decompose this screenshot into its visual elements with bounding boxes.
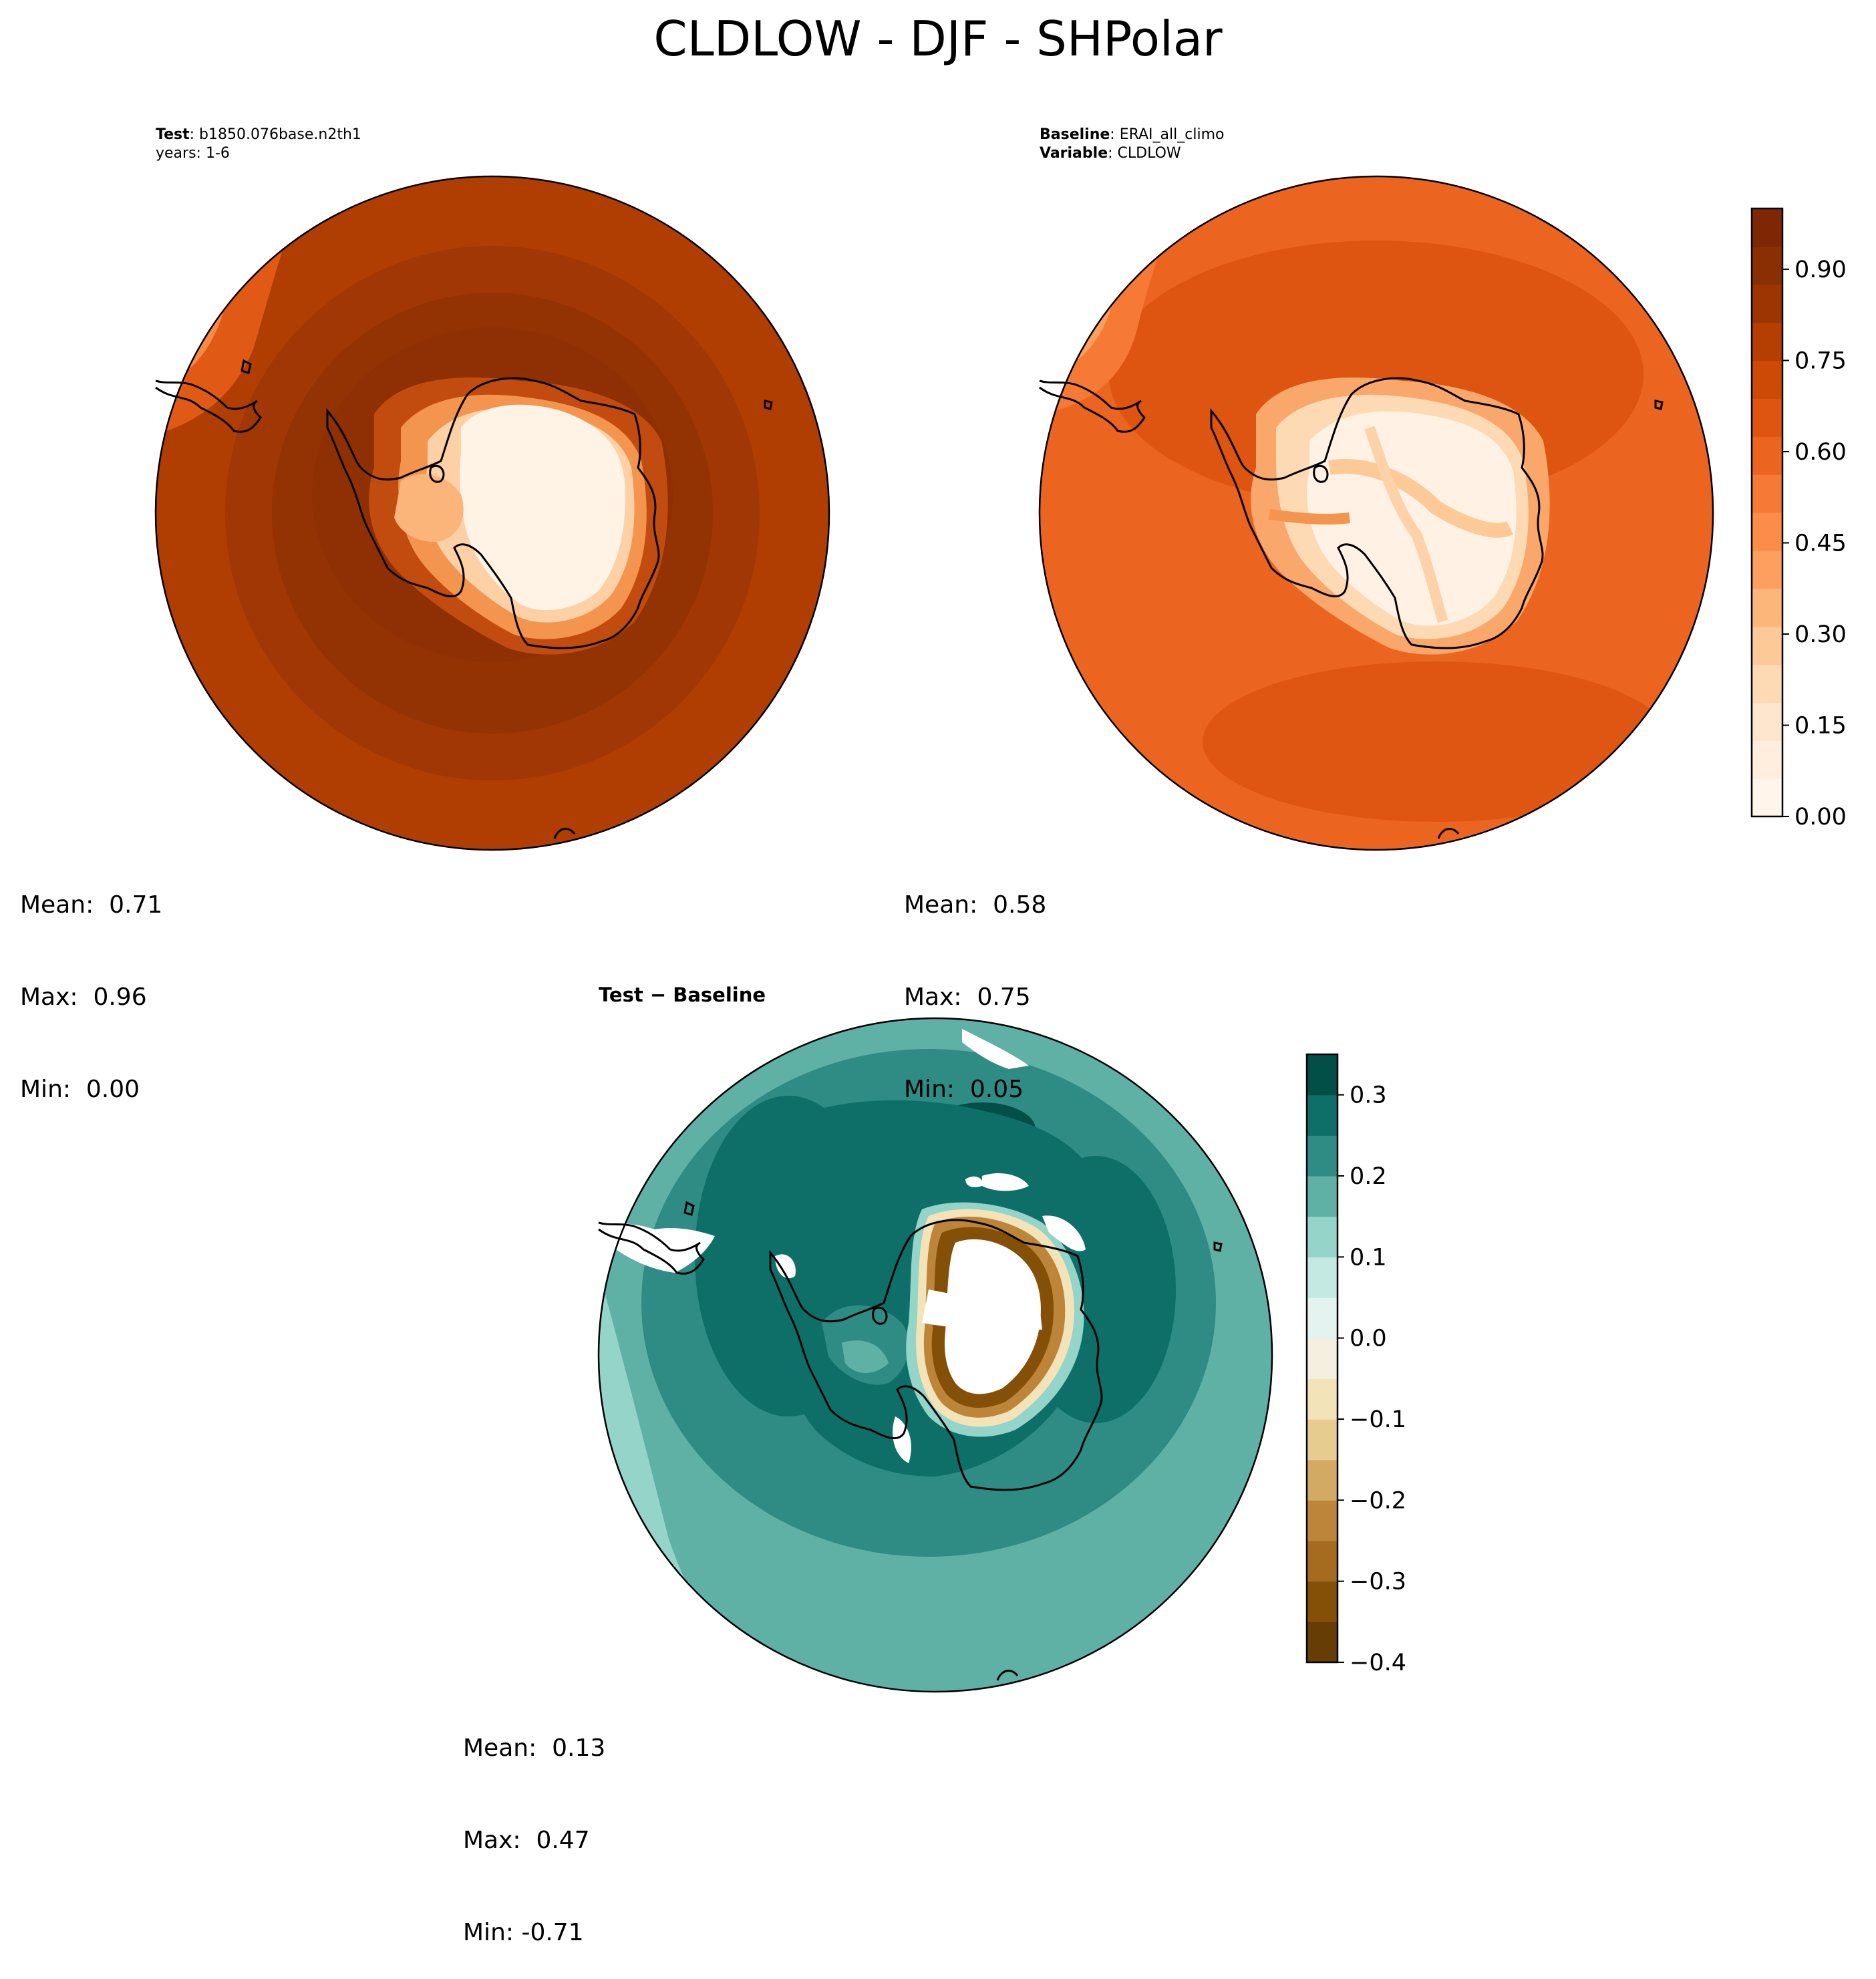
colorbar-diff-segment xyxy=(1307,1541,1338,1582)
colorbar-diff-segment xyxy=(1307,1054,1338,1096)
colorbar-top-segment xyxy=(1752,512,1782,551)
test-min: Min: 0.00 xyxy=(20,1076,140,1103)
diff-map-boundary xyxy=(597,1017,1273,1693)
colorbar-top-segment xyxy=(1752,550,1782,589)
colorbar-diff-tick-label: 0.0 xyxy=(1350,1326,1387,1352)
colorbar-diff: −0.4 −0.3 −0.2 −0.1 0.0 0.1 0.2 0.3 xyxy=(1305,1053,1406,1676)
colorbar-diff-segment xyxy=(1307,1500,1338,1541)
baseline-stats: Mean: 0.58 Max: 0.75 Min: 0.05 xyxy=(904,828,1046,1136)
diff-min: Min: -0.71 xyxy=(463,1919,584,1946)
baseline-label-colon: : xyxy=(1110,126,1120,143)
colorbar-diff-segment xyxy=(1307,1622,1338,1663)
colorbar-diff-tick-label: 0.2 xyxy=(1350,1163,1387,1190)
colorbar-top-segment xyxy=(1752,474,1782,513)
test-stats: Mean: 0.71 Max: 0.96 Min: 0.00 xyxy=(20,828,162,1136)
test-label-value: b1850.076base.n2th1 xyxy=(199,126,361,143)
colorbar-top-frame xyxy=(1750,207,1784,818)
variable-label-key: Variable xyxy=(1040,145,1108,162)
diff-stats: Mean: 0.13 Max: 0.47 Min: -0.71 xyxy=(463,1672,605,1979)
colorbar-top-tick-label: 0.00 xyxy=(1794,804,1847,830)
test-map xyxy=(154,175,830,851)
diff-title: Test − Baseline xyxy=(599,983,766,1006)
test-label-colon: : xyxy=(189,126,200,143)
colorbar-top-segment xyxy=(1752,398,1782,437)
colorbar-diff-segment xyxy=(1307,1419,1338,1461)
colorbar-top-tick-label: 0.15 xyxy=(1794,713,1847,740)
colorbar-diff-tick-label: −0.4 xyxy=(1350,1650,1406,1676)
test-map-boundary xyxy=(154,175,830,851)
colorbar-top-segment xyxy=(1752,284,1782,323)
colorbar-top-tick-label: 0.30 xyxy=(1794,621,1847,648)
colorbar-diff-frame xyxy=(1305,1053,1339,1664)
colorbar-diff-segment xyxy=(1307,1338,1338,1379)
colorbar-top: 0.00 0.15 0.30 0.45 0.60 0.75 0.90 xyxy=(1750,207,1847,830)
colorbar-top-segment xyxy=(1752,208,1782,247)
colorbar-top-segment xyxy=(1752,626,1782,665)
colorbar-top-segment xyxy=(1752,322,1782,361)
variable-label-colon: : xyxy=(1108,145,1118,162)
baseline-map xyxy=(1038,175,1714,851)
colorbar-diff-segment xyxy=(1307,1135,1338,1177)
figure-title: CLDLOW - DJF - SHPolar xyxy=(653,11,1223,67)
colorbar-top-segment xyxy=(1752,246,1782,285)
colorbar-top-segment xyxy=(1752,360,1782,399)
baseline-map-boundary xyxy=(1038,175,1714,851)
baseline-header: Baseline: ERAI_all_climo Variable: CLDLO… xyxy=(1040,126,1224,163)
test-header: Test: b1850.076base.n2th1 years: 1-6 xyxy=(156,126,361,163)
colorbar-diff-tick-label: −0.2 xyxy=(1350,1487,1406,1514)
colorbar-top-tick-label: 0.45 xyxy=(1794,530,1847,557)
baseline-label-key: Baseline xyxy=(1040,126,1110,143)
baseline-max: Max: 0.75 xyxy=(904,983,1031,1011)
diff-max: Max: 0.47 xyxy=(463,1827,590,1854)
colorbar-diff-segment xyxy=(1307,1216,1338,1257)
colorbar-diff-tick-label: −0.3 xyxy=(1350,1569,1406,1595)
variable-label-value: CLDLOW xyxy=(1117,145,1181,162)
test-max: Max: 0.96 xyxy=(20,983,147,1011)
colorbar-diff-tick-label: −0.1 xyxy=(1350,1406,1406,1433)
colorbar-top-segment xyxy=(1752,740,1782,779)
test-mean: Mean: 0.71 xyxy=(20,891,163,919)
colorbar-diff-segment xyxy=(1307,1176,1338,1217)
colorbar-top-segment xyxy=(1752,436,1782,475)
colorbar-diff-segment xyxy=(1307,1378,1338,1420)
colorbar-top-segment xyxy=(1752,702,1782,741)
baseline-label-value: ERAI_all_climo xyxy=(1119,126,1225,143)
baseline-min: Min: 0.05 xyxy=(904,1076,1024,1103)
figure-canvas: 0.000.150.300.450.600.750.90 −0.4−0.3−0.… xyxy=(154,175,1847,1693)
colorbar-top-tick-label: 0.75 xyxy=(1794,348,1847,375)
colorbar-diff-segment xyxy=(1307,1581,1338,1622)
test-label-key: Test xyxy=(156,126,190,143)
colorbar-diff-segment xyxy=(1307,1298,1338,1339)
baseline-mean: Mean: 0.58 xyxy=(904,891,1047,919)
test-years: years: 1-6 xyxy=(156,145,230,162)
colorbar-top-tick-label: 0.90 xyxy=(1794,257,1847,283)
colorbar-top-segment xyxy=(1752,588,1782,627)
colorbar-diff-tick-label: 0.3 xyxy=(1350,1082,1387,1109)
colorbar-diff-segment xyxy=(1307,1257,1338,1298)
colorbar-top-segment xyxy=(1752,778,1782,817)
diff-mean: Mean: 0.13 xyxy=(463,1734,606,1762)
colorbar-top-tick-label: 0.60 xyxy=(1794,439,1847,466)
colorbar-top-segment xyxy=(1752,664,1782,703)
colorbar-diff-tick-label: 0.1 xyxy=(1350,1244,1387,1271)
colorbar-diff-segment xyxy=(1307,1094,1338,1136)
colorbar-diff-segment xyxy=(1307,1459,1338,1501)
